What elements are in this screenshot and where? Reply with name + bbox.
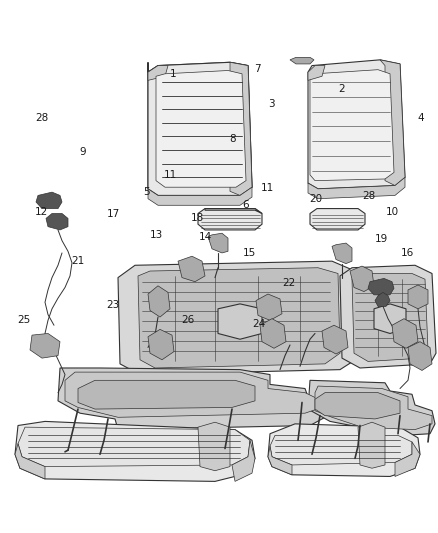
Polygon shape	[315, 386, 432, 430]
Text: 2: 2	[338, 84, 345, 94]
Text: 26: 26	[182, 315, 195, 325]
Polygon shape	[178, 256, 205, 282]
Text: 7: 7	[254, 63, 261, 74]
Text: 1: 1	[170, 69, 177, 79]
Text: 24: 24	[252, 319, 265, 329]
Polygon shape	[315, 393, 400, 419]
Polygon shape	[205, 208, 262, 214]
Polygon shape	[260, 319, 286, 348]
Polygon shape	[148, 62, 252, 196]
Text: 19: 19	[374, 235, 388, 244]
Polygon shape	[148, 329, 174, 360]
Polygon shape	[408, 285, 428, 309]
Polygon shape	[375, 293, 390, 306]
Text: 25: 25	[18, 315, 31, 325]
Text: 9: 9	[79, 147, 86, 157]
Polygon shape	[308, 66, 325, 80]
Text: 3: 3	[268, 100, 275, 109]
Text: 6: 6	[242, 200, 249, 210]
Polygon shape	[230, 62, 252, 196]
Polygon shape	[340, 265, 436, 368]
Polygon shape	[374, 304, 406, 334]
Text: 8: 8	[229, 134, 236, 144]
Text: 13: 13	[150, 230, 163, 240]
Polygon shape	[232, 440, 255, 481]
Polygon shape	[18, 427, 250, 466]
Polygon shape	[218, 304, 262, 339]
Polygon shape	[322, 325, 348, 354]
Polygon shape	[332, 243, 352, 264]
Polygon shape	[270, 435, 412, 465]
Polygon shape	[268, 424, 420, 477]
Polygon shape	[290, 58, 314, 64]
Polygon shape	[58, 368, 328, 430]
Polygon shape	[148, 187, 252, 205]
Polygon shape	[395, 442, 420, 477]
Text: 14: 14	[199, 232, 212, 242]
Polygon shape	[392, 319, 418, 348]
Text: 17: 17	[106, 209, 120, 219]
Polygon shape	[350, 266, 374, 292]
Polygon shape	[198, 208, 262, 230]
Text: 10: 10	[385, 207, 399, 217]
Text: 11: 11	[164, 169, 177, 180]
Text: 12: 12	[35, 207, 48, 217]
Polygon shape	[148, 286, 170, 317]
Polygon shape	[310, 208, 365, 230]
Text: 28: 28	[35, 114, 48, 124]
Polygon shape	[156, 70, 246, 187]
Polygon shape	[118, 261, 358, 375]
Polygon shape	[46, 214, 68, 230]
Polygon shape	[310, 70, 394, 181]
Polygon shape	[65, 372, 322, 417]
Polygon shape	[208, 233, 228, 253]
Text: 15: 15	[243, 248, 256, 259]
Polygon shape	[308, 381, 435, 438]
Polygon shape	[368, 278, 394, 295]
Polygon shape	[352, 273, 428, 361]
Text: 16: 16	[401, 248, 414, 259]
Polygon shape	[408, 342, 432, 370]
Polygon shape	[148, 62, 252, 196]
Polygon shape	[358, 422, 385, 469]
Polygon shape	[380, 60, 405, 185]
Polygon shape	[256, 294, 282, 320]
Polygon shape	[36, 192, 62, 208]
Text: 20: 20	[309, 193, 322, 204]
Text: 11: 11	[261, 183, 274, 192]
Text: 28: 28	[362, 191, 375, 201]
Polygon shape	[148, 66, 168, 80]
Text: 18: 18	[191, 213, 204, 223]
Polygon shape	[308, 60, 405, 189]
Text: 21: 21	[71, 256, 85, 266]
Text: 23: 23	[106, 300, 120, 310]
Polygon shape	[30, 334, 60, 358]
Polygon shape	[78, 381, 255, 409]
Polygon shape	[15, 422, 255, 481]
Polygon shape	[15, 443, 45, 479]
Text: 4: 4	[417, 112, 424, 123]
Polygon shape	[138, 268, 340, 368]
Polygon shape	[198, 422, 230, 471]
Polygon shape	[308, 177, 405, 199]
Polygon shape	[268, 446, 292, 475]
Text: 5: 5	[143, 187, 150, 197]
Text: 22: 22	[283, 278, 296, 288]
